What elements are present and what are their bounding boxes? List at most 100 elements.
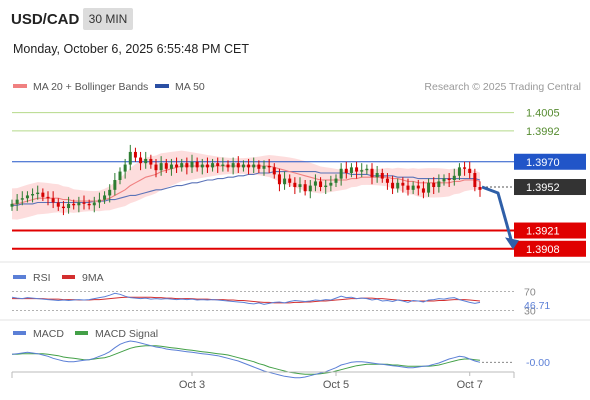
candle-body — [396, 182, 400, 189]
candle-body — [473, 172, 477, 188]
candle-body — [10, 203, 14, 207]
candle-body — [113, 180, 117, 190]
candle-body — [56, 202, 60, 207]
macd-pane: MACD MACD Signal -0.00 — [11, 328, 550, 379]
candle-body — [241, 164, 245, 168]
level-tag-support — [514, 222, 586, 239]
candle-body — [452, 175, 456, 180]
candle-body — [380, 172, 384, 179]
candle-body — [272, 167, 276, 175]
candle-body — [236, 163, 240, 168]
x-tick-label: Oct 7 — [457, 379, 483, 391]
candle-body — [216, 163, 220, 166]
level-tag-last — [514, 179, 586, 196]
level-tag-support — [514, 240, 586, 257]
price-pane: 1.4005 1.3992 1.3970 1.3952 1.3921 1.3908 — [0, 108, 590, 321]
candle-body — [385, 178, 389, 183]
candle-body — [123, 164, 127, 172]
candle-body — [92, 202, 96, 206]
candle-body — [51, 198, 55, 203]
candle-body — [139, 157, 143, 164]
candle-body — [334, 178, 338, 183]
candle-body — [360, 170, 364, 172]
rsi-line — [11, 292, 481, 305]
candle-body — [20, 198, 24, 200]
research-credit: Research © 2025 Trading Central — [424, 81, 581, 93]
candle-body — [329, 182, 333, 186]
candle-body — [205, 164, 209, 168]
candle-body — [154, 164, 158, 171]
candle-body — [25, 195, 29, 199]
timeframe-label: 30 MIN — [89, 12, 128, 26]
timestamp: Monday, October 6, 2025 6:55:48 PM CET — [13, 42, 249, 56]
candle-body — [15, 199, 19, 204]
level-label: 1.3992 — [526, 126, 560, 138]
candle-body — [416, 185, 420, 189]
bollinger-band — [12, 150, 480, 220]
candle-body — [252, 164, 256, 168]
candle-body — [437, 181, 441, 188]
ma50-legend-label: MA 50 — [175, 81, 205, 93]
macd-legend-label: MACD — [33, 328, 64, 340]
candle-body — [133, 151, 137, 158]
candle-body — [159, 163, 163, 171]
symbol-title: USD/CAD — [11, 11, 80, 28]
rsi-level-label: 30 — [524, 306, 536, 318]
rsi-ma-legend-label: 9MA — [82, 272, 104, 284]
candle-body — [298, 184, 302, 188]
candle-body — [468, 168, 472, 173]
candle-body — [231, 163, 235, 168]
candle-body — [144, 158, 148, 164]
candle-body — [164, 163, 168, 169]
candle-body — [324, 185, 328, 188]
candle-body — [277, 174, 281, 185]
candle-body — [61, 206, 65, 209]
candle-body — [283, 178, 287, 185]
candle-body — [442, 178, 446, 182]
candle-body — [36, 192, 40, 195]
rsi-last-value: 46.71 — [524, 300, 550, 312]
candle-body — [411, 185, 415, 190]
level-tag-pivot — [514, 153, 586, 170]
candle-body — [200, 164, 204, 168]
forecast-arrow — [481, 185, 513, 240]
candle-body — [313, 181, 317, 186]
candle-body — [149, 158, 153, 165]
candle-body — [267, 165, 271, 168]
candle-body — [463, 167, 467, 169]
candle-body — [169, 164, 173, 169]
candle-body — [457, 167, 461, 176]
rsi-legend-label: RSI — [33, 272, 51, 284]
level-label: 1.3908 — [526, 244, 560, 256]
macd-last-value: -0.00 — [526, 357, 550, 369]
candle-body — [344, 168, 348, 173]
candle-body — [247, 164, 251, 168]
macd-legend-swatch — [13, 331, 26, 335]
x-tick-label: Oct 5 — [323, 379, 349, 391]
candle-body — [288, 178, 292, 183]
candle-body — [175, 164, 179, 168]
candle-body — [180, 163, 184, 168]
candle-body — [293, 182, 297, 188]
candle-body — [370, 168, 374, 178]
candle-body — [46, 196, 50, 199]
rsi-legend-swatch — [13, 275, 26, 279]
candle-body — [41, 192, 45, 197]
candle-body — [432, 182, 436, 188]
timeframe-badge[interactable] — [83, 8, 133, 30]
level-label: 1.4005 — [526, 108, 560, 120]
candle-body — [128, 151, 132, 165]
candle-body — [349, 167, 353, 173]
x-tick-label: Oct 3 — [179, 379, 205, 391]
candle-body — [77, 202, 81, 206]
candle-body — [406, 185, 410, 190]
x-axis: Oct 3 Oct 5 Oct 7 — [11, 371, 515, 391]
candle-body — [319, 181, 323, 188]
ma20-legend-label: MA 20 + Bollinger Bands — [33, 81, 148, 93]
candle-body — [31, 194, 35, 196]
candle-body — [391, 182, 395, 189]
candle-body — [401, 182, 405, 186]
level-label: 1.3952 — [526, 182, 560, 194]
